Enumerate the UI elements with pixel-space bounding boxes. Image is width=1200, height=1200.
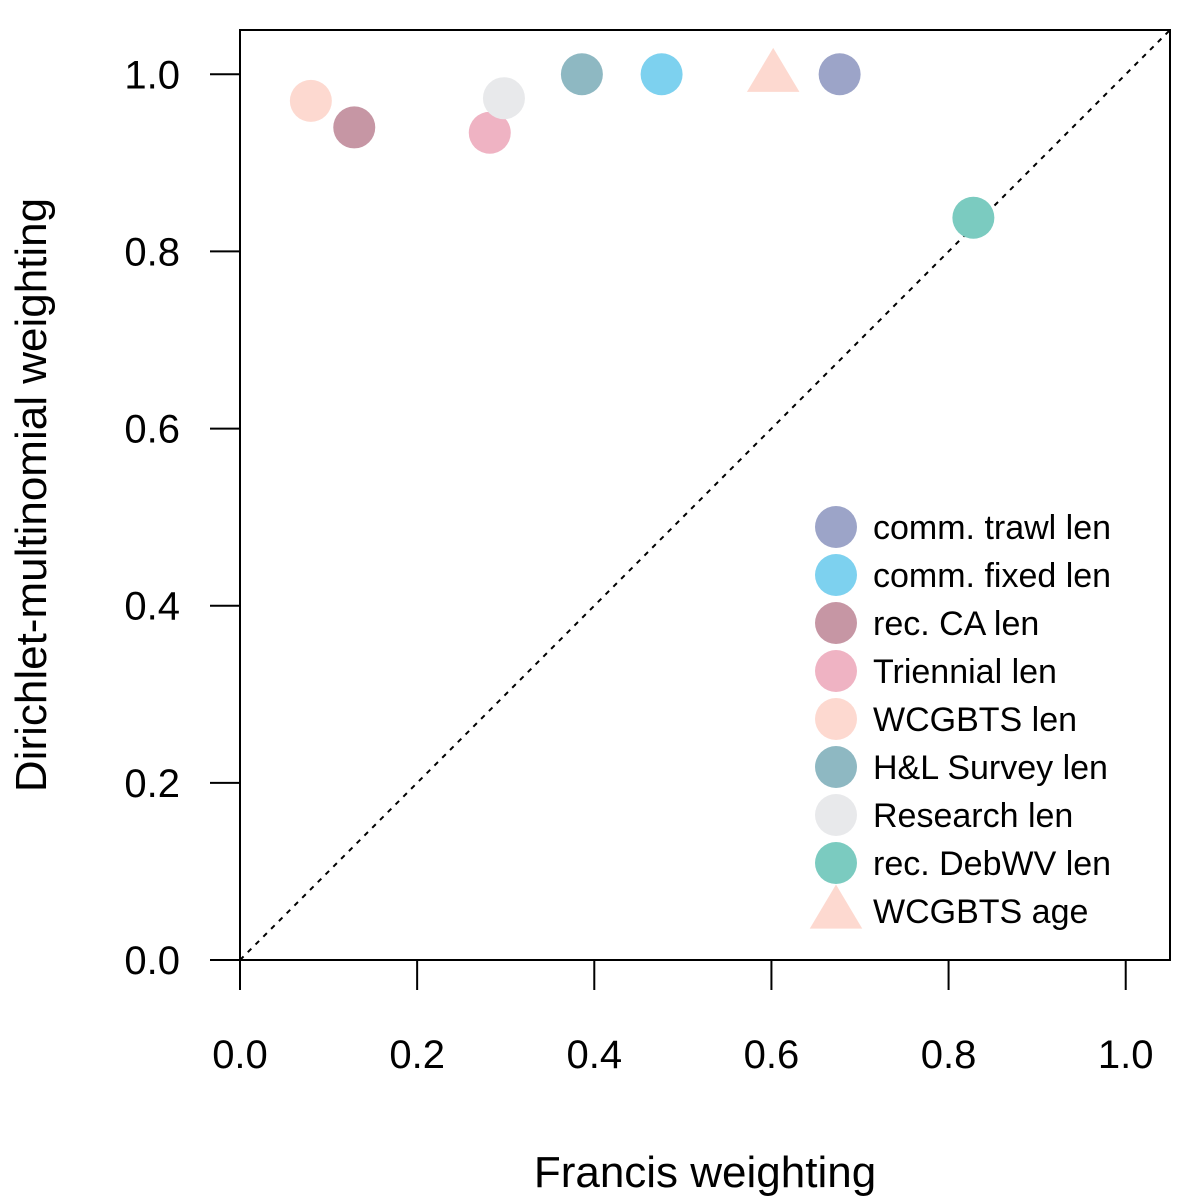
legend-marker — [815, 602, 857, 644]
x-tick-label: 0.8 — [921, 1033, 977, 1077]
legend-label: WCGBTS len — [873, 701, 1077, 739]
x-axis-label: Francis weighting — [534, 1148, 876, 1197]
y-tick-label: 0.8 — [124, 230, 180, 274]
legend-marker — [815, 746, 857, 788]
data-point — [333, 106, 376, 149]
x-tick-label: 0.6 — [744, 1033, 800, 1077]
legend: comm. trawl len comm. fixed len rec. CA le… — [809, 506, 1111, 931]
x-tick-label: 0.4 — [566, 1033, 622, 1077]
y-tick-label: 0.6 — [124, 408, 180, 452]
legend-marker — [815, 842, 857, 884]
data-point — [746, 47, 800, 92]
y-axis: 0.0 0.2 0.4 0.6 0.8 1.0 — [124, 53, 241, 983]
legend-marker — [815, 698, 857, 740]
legend-marker — [815, 554, 857, 596]
x-tick-label: 0.2 — [389, 1033, 445, 1077]
x-tick-label: 1.0 — [1098, 1033, 1154, 1077]
legend-label: comm. trawl len — [873, 509, 1111, 547]
data-point — [952, 196, 995, 239]
legend-label: Research len — [873, 797, 1073, 835]
data-point — [468, 111, 511, 154]
data-point — [289, 79, 332, 122]
x-tick-label: 0.0 — [212, 1033, 268, 1077]
legend-label: comm. fixed len — [873, 557, 1111, 595]
legend-marker — [809, 884, 863, 929]
data-points — [289, 47, 995, 239]
x-axis: 0.0 0.2 0.4 0.6 0.8 1.0 — [212, 959, 1154, 1077]
y-tick-label: 0.4 — [124, 585, 180, 629]
data-point — [640, 53, 683, 96]
data-point — [482, 77, 525, 120]
y-axis-label: Dirichlet-multinomial weighting — [7, 198, 56, 792]
data-point — [818, 53, 861, 96]
y-tick-label: 1.0 — [124, 53, 180, 97]
legend-marker — [815, 650, 857, 692]
data-point — [560, 53, 603, 96]
legend-label: rec. DebWV len — [873, 845, 1111, 883]
legend-label: rec. CA len — [873, 605, 1039, 643]
legend-marker — [815, 794, 857, 836]
y-tick-label: 0.2 — [124, 762, 180, 806]
legend-label: WCGBTS age — [873, 893, 1088, 931]
legend-label: Triennial len — [873, 653, 1057, 691]
legend-marker — [815, 506, 857, 548]
legend-label: H&L Survey len — [873, 749, 1108, 787]
y-tick-label: 0.0 — [124, 939, 180, 983]
